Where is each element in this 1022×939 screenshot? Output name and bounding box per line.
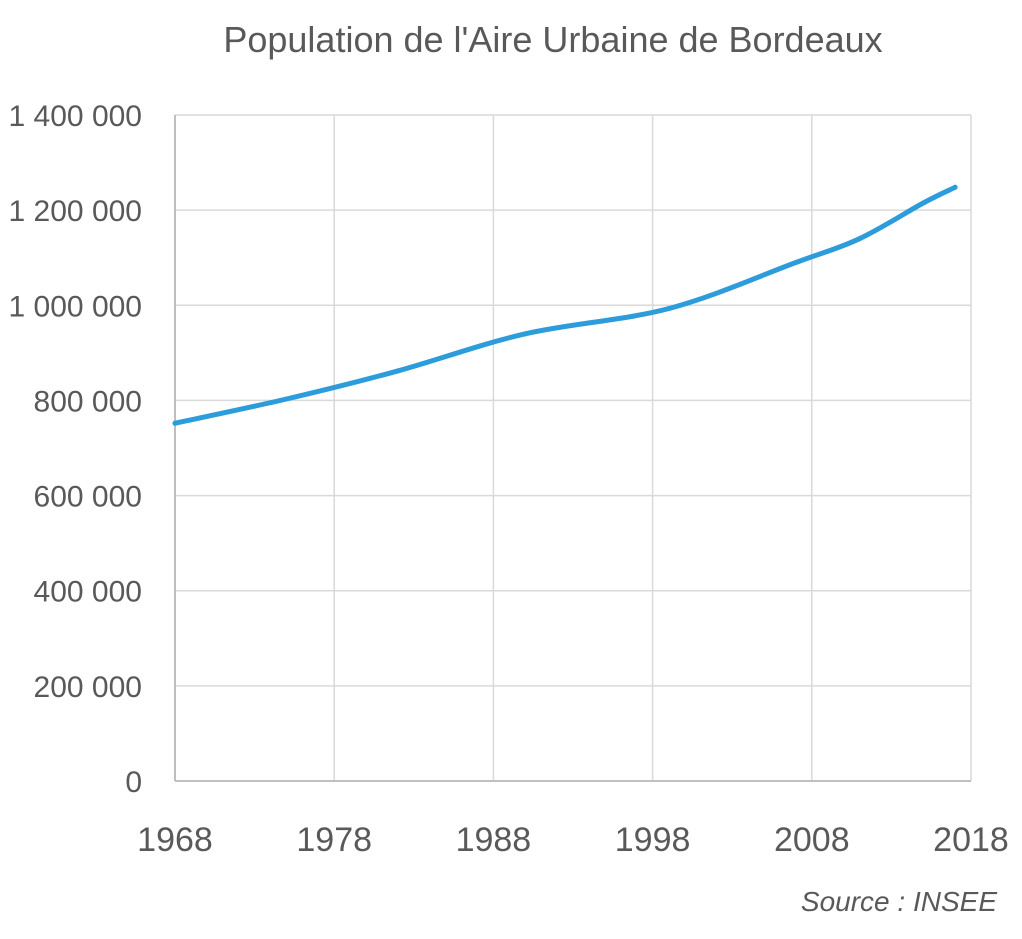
- y-tick-label: 0: [125, 766, 142, 799]
- y-tick-label: 600 000: [34, 481, 142, 514]
- x-tick-label: 1978: [296, 821, 372, 859]
- data-point: [952, 184, 958, 190]
- data-point: [522, 331, 528, 337]
- x-tick-label: 2008: [774, 821, 850, 859]
- data-point: [666, 306, 672, 312]
- x-tick-label: 1968: [137, 821, 213, 859]
- source-note: Source : INSEE: [801, 886, 997, 917]
- data-point: [283, 396, 289, 402]
- axes: [174, 115, 971, 782]
- y-tick-label: 1 200 000: [9, 195, 142, 228]
- series-group: [172, 184, 958, 426]
- x-tick-label: 2018: [933, 821, 1009, 859]
- y-tick-label: 400 000: [34, 576, 142, 609]
- data-point: [920, 200, 926, 206]
- y-tick-label: 1 000 000: [9, 290, 142, 323]
- data-point: [395, 368, 401, 374]
- y-tick-label: 1 400 000: [9, 100, 142, 133]
- x-axis-tick-labels: 1968 1978 1988 1998 2008 2018: [137, 821, 1009, 859]
- y-tick-label: 200 000: [34, 671, 142, 704]
- data-point: [793, 259, 799, 265]
- data-point: [172, 420, 178, 426]
- series-line-0: [172, 184, 958, 426]
- gridlines: [175, 114, 972, 781]
- x-tick-label: 1998: [615, 821, 691, 859]
- y-tick-label: 800 000: [34, 385, 142, 418]
- y-axis-tick-labels: 0 200 000 400 000 600 000 800 000 1 000 000 1 …: [9, 100, 142, 799]
- data-point: [857, 236, 863, 242]
- chart-title: Population de l'Aire Urbaine de Bordeaux: [223, 19, 882, 60]
- x-tick-label: 1988: [456, 821, 532, 859]
